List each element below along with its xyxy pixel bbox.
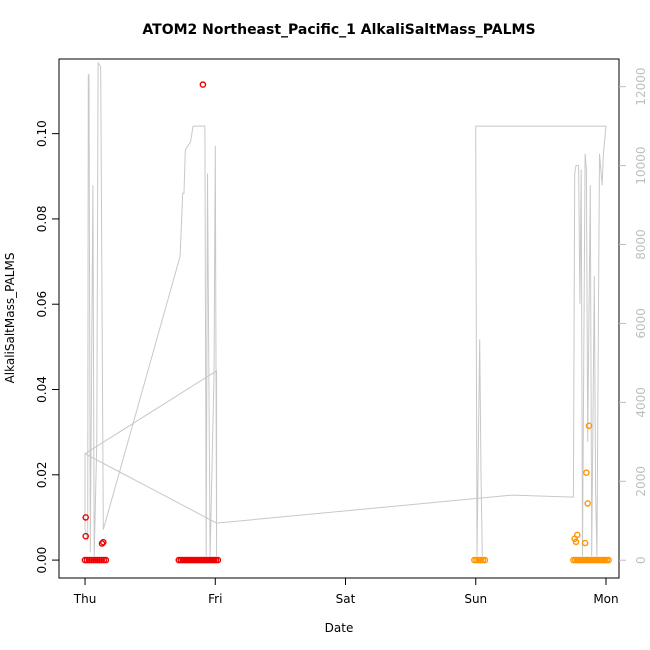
data-point-zero-s0	[98, 556, 105, 564]
data-point-zero-s0	[88, 556, 95, 564]
x-tick-label-3: Sun	[464, 592, 487, 606]
x-tick-label-0: Thu	[73, 592, 97, 606]
x-axis-label: Date	[325, 621, 354, 635]
data-point-s1-5	[584, 500, 592, 507]
data-point-s0-1	[82, 532, 89, 540]
data-point-zero-s1	[471, 556, 478, 564]
y-tick-label-1: 0.02	[35, 461, 49, 488]
y2-tick-label-3: 6000	[634, 308, 648, 339]
data-point-zero-s1	[475, 556, 482, 564]
y-tick-label-0: 0.00	[35, 547, 49, 574]
data-point-zero-s0	[83, 556, 91, 564]
data-point-zero-s1	[481, 556, 489, 564]
data-point-s0-4	[199, 81, 207, 88]
plot-area: 0.00 0.02 0.04 0.06 0.08 0.10 0 2000 4000 6000 800…	[35, 58, 648, 606]
y-tick-label-5: 0.10	[35, 120, 49, 147]
y2-tick-label-0: 0	[634, 556, 648, 564]
data-point-zero-s0	[90, 556, 97, 564]
y2-tick-label-4: 8000	[634, 229, 648, 260]
data-point-zero-s0	[96, 556, 103, 564]
data-point-s1-6	[585, 422, 593, 430]
altitude-line	[84, 61, 607, 557]
y2-tick-label-1: 2000	[634, 466, 648, 497]
data-point-zero-s1	[479, 556, 487, 564]
y2-tick-label-2: 4000	[634, 387, 648, 418]
y-tick-label-2: 0.04	[35, 376, 49, 403]
data-point-zero-s0	[94, 556, 101, 564]
chart-title: ATOM2 Northeast_Pacific_1 AlkaliSaltMass…	[142, 22, 535, 38]
data-point-s1-3	[581, 539, 589, 547]
data-point-zero-s1	[477, 556, 485, 564]
x-tick-label-2: Sat	[336, 592, 356, 606]
data-point-s1-1	[572, 538, 580, 546]
data-point-s0-3	[100, 538, 107, 546]
data-point-zero-s0	[81, 556, 89, 564]
data-point-s0-0	[82, 514, 89, 521]
data-point-zero-s0	[85, 556, 93, 564]
data-point-zero-s0	[214, 556, 222, 564]
data-point-zero-s0	[102, 556, 110, 564]
data-point-s0-2	[98, 540, 106, 547]
y-axis-label: AlkaliSaltMass_PALMS	[3, 253, 17, 384]
x-tick-label-4: Mon	[593, 592, 618, 606]
data-point-s1-4	[583, 469, 590, 477]
y2-tick-label-6: 12000	[634, 68, 648, 106]
x-tick-label-1: Fri	[208, 592, 222, 606]
data-point-s1-2	[574, 531, 581, 539]
data-point-zero-s0	[100, 556, 108, 564]
plot-border	[58, 58, 620, 579]
y-tick-label-3: 0.06	[35, 291, 49, 318]
data-point-zero-s1	[473, 556, 480, 564]
data-point-zero-s1	[605, 556, 612, 564]
y-tick-label-4: 0.08	[35, 206, 49, 233]
y2-tick-label-5: 10000	[634, 147, 648, 185]
